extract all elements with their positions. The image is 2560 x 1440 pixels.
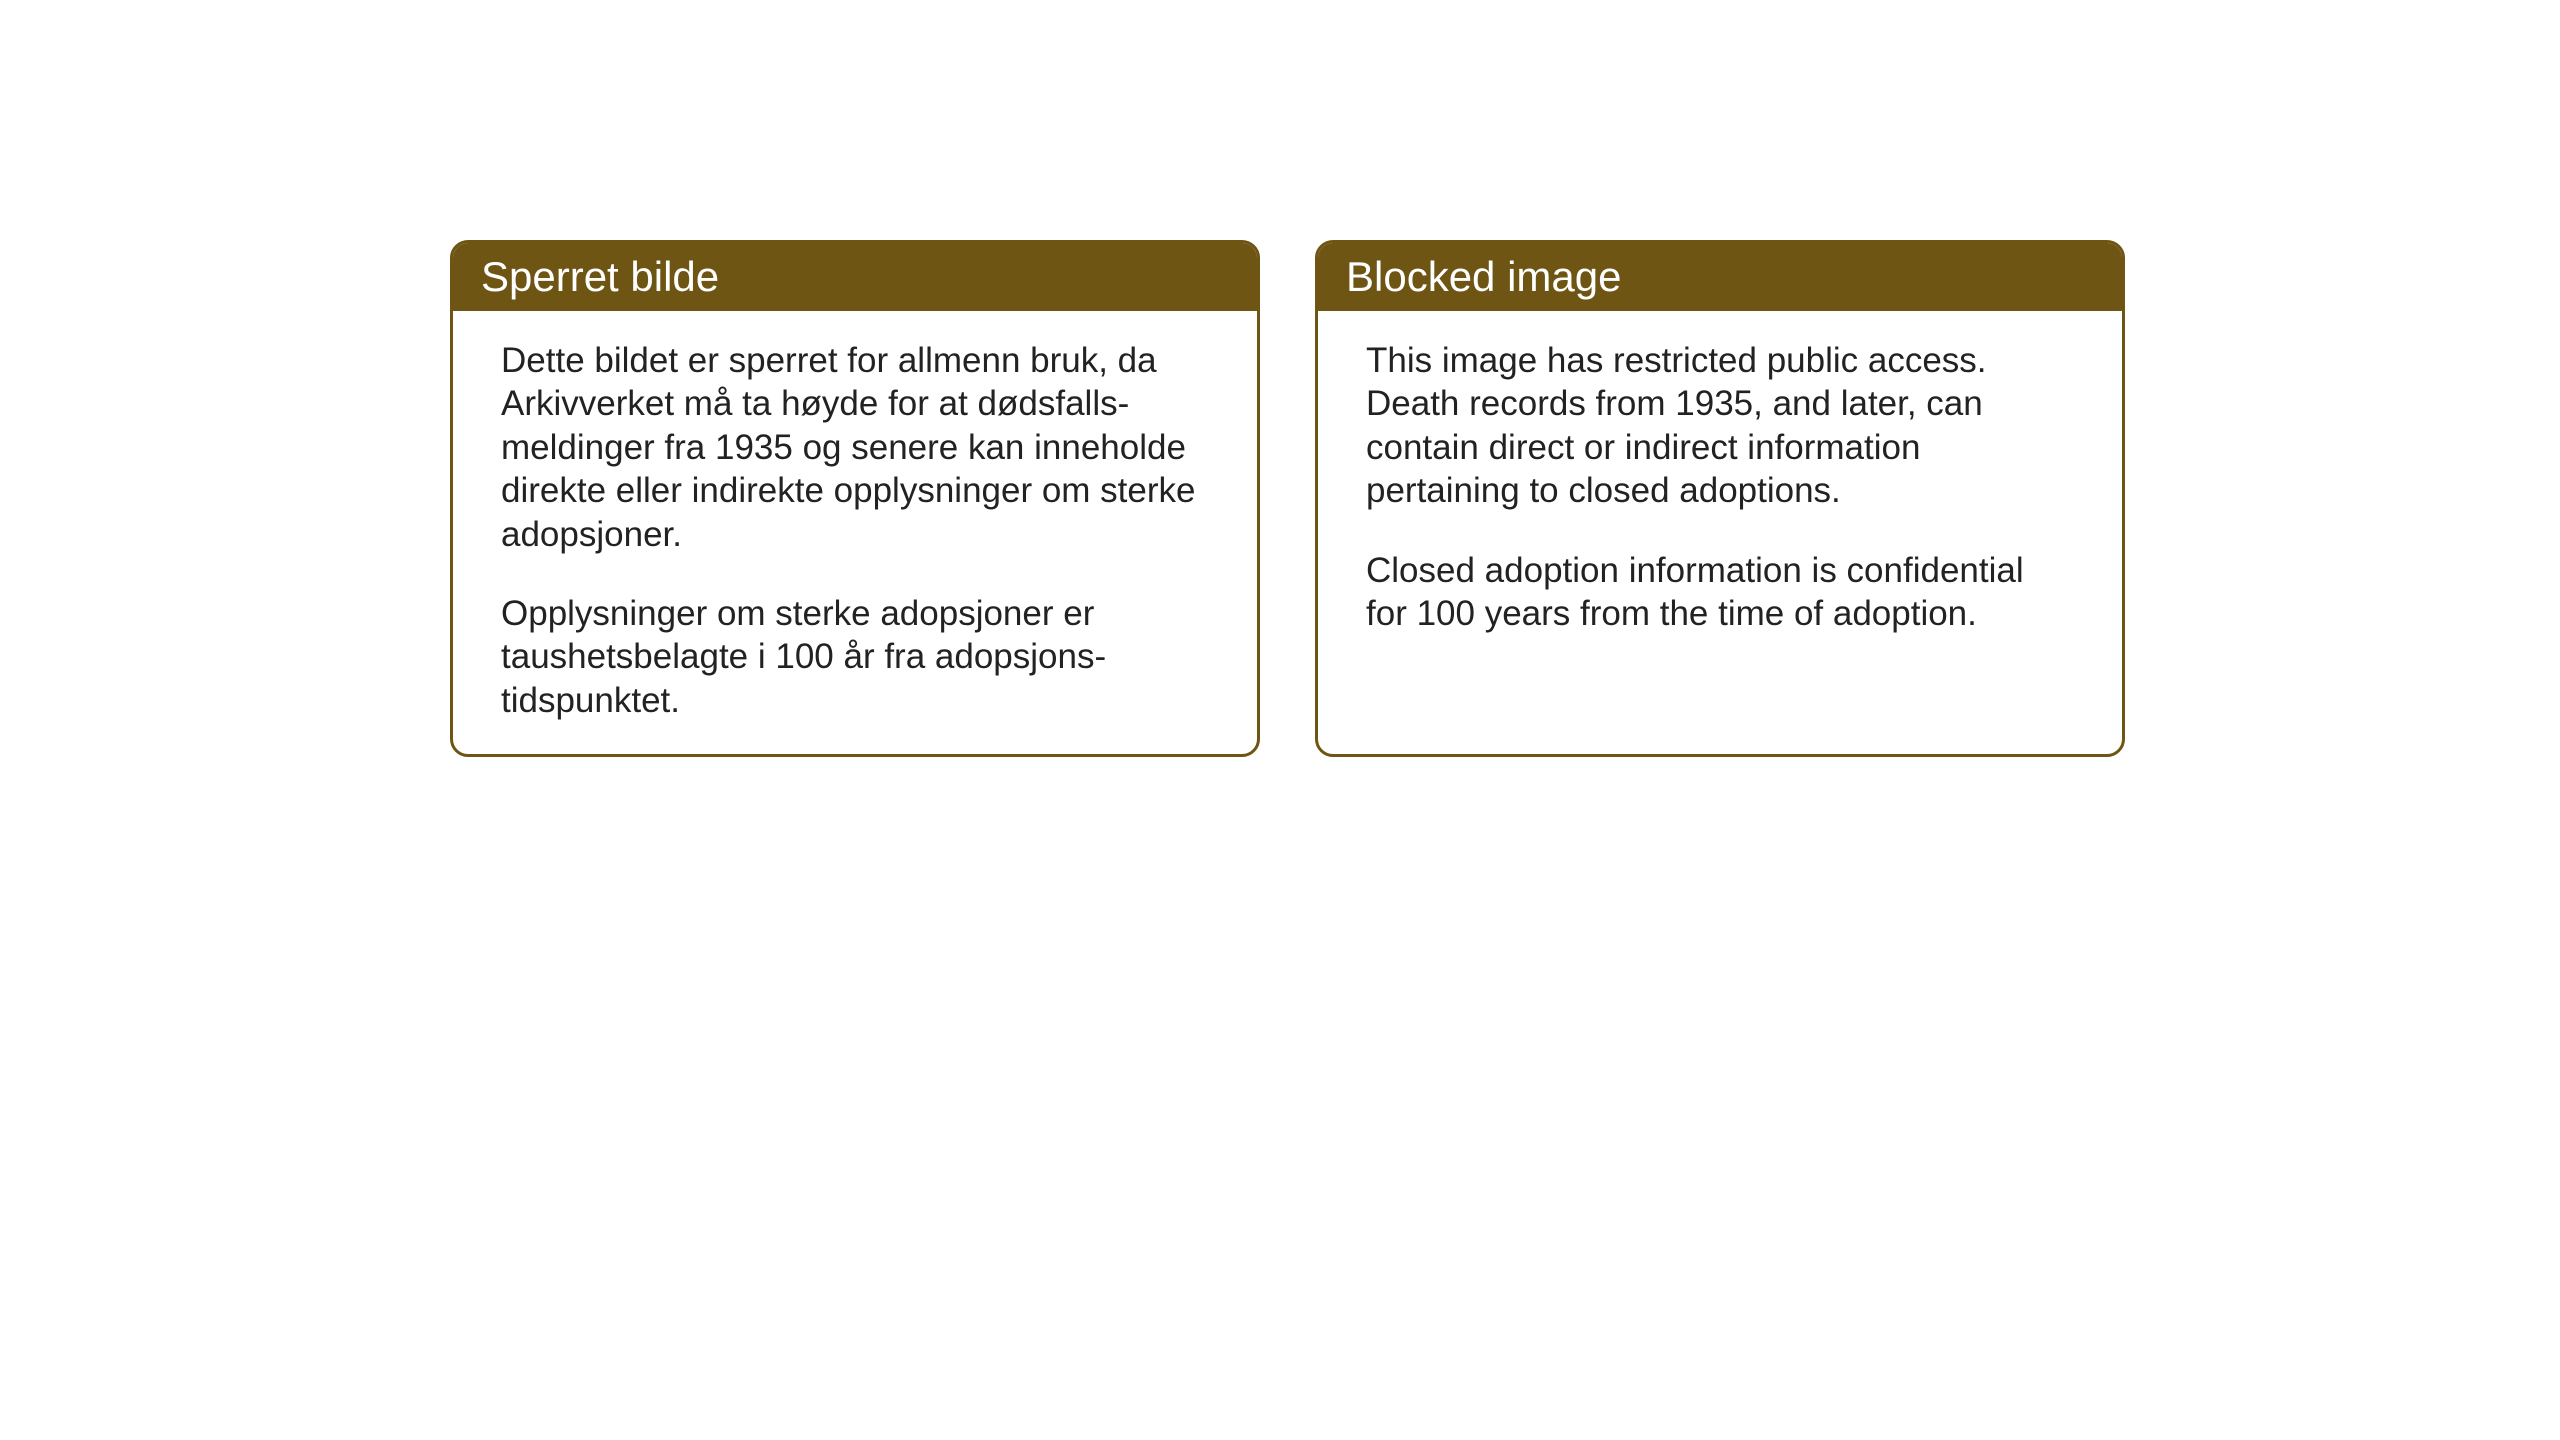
norwegian-paragraph-2: Opplysninger om sterke adopsjoner er tau…: [501, 592, 1209, 722]
english-paragraph-1: This image has restricted public access.…: [1366, 339, 2074, 513]
english-notice-card: Blocked image This image has restricted …: [1315, 240, 2125, 757]
notice-cards-container: Sperret bilde Dette bildet er sperret fo…: [450, 240, 2125, 757]
norwegian-card-body: Dette bildet er sperret for allmenn bruk…: [453, 311, 1257, 754]
norwegian-paragraph-1: Dette bildet er sperret for allmenn bruk…: [501, 339, 1209, 556]
english-card-title: Blocked image: [1318, 243, 2122, 311]
norwegian-card-title: Sperret bilde: [453, 243, 1257, 311]
norwegian-notice-card: Sperret bilde Dette bildet er sperret fo…: [450, 240, 1260, 757]
english-paragraph-2: Closed adoption information is confident…: [1366, 549, 2074, 636]
english-card-body: This image has restricted public access.…: [1318, 311, 2122, 706]
